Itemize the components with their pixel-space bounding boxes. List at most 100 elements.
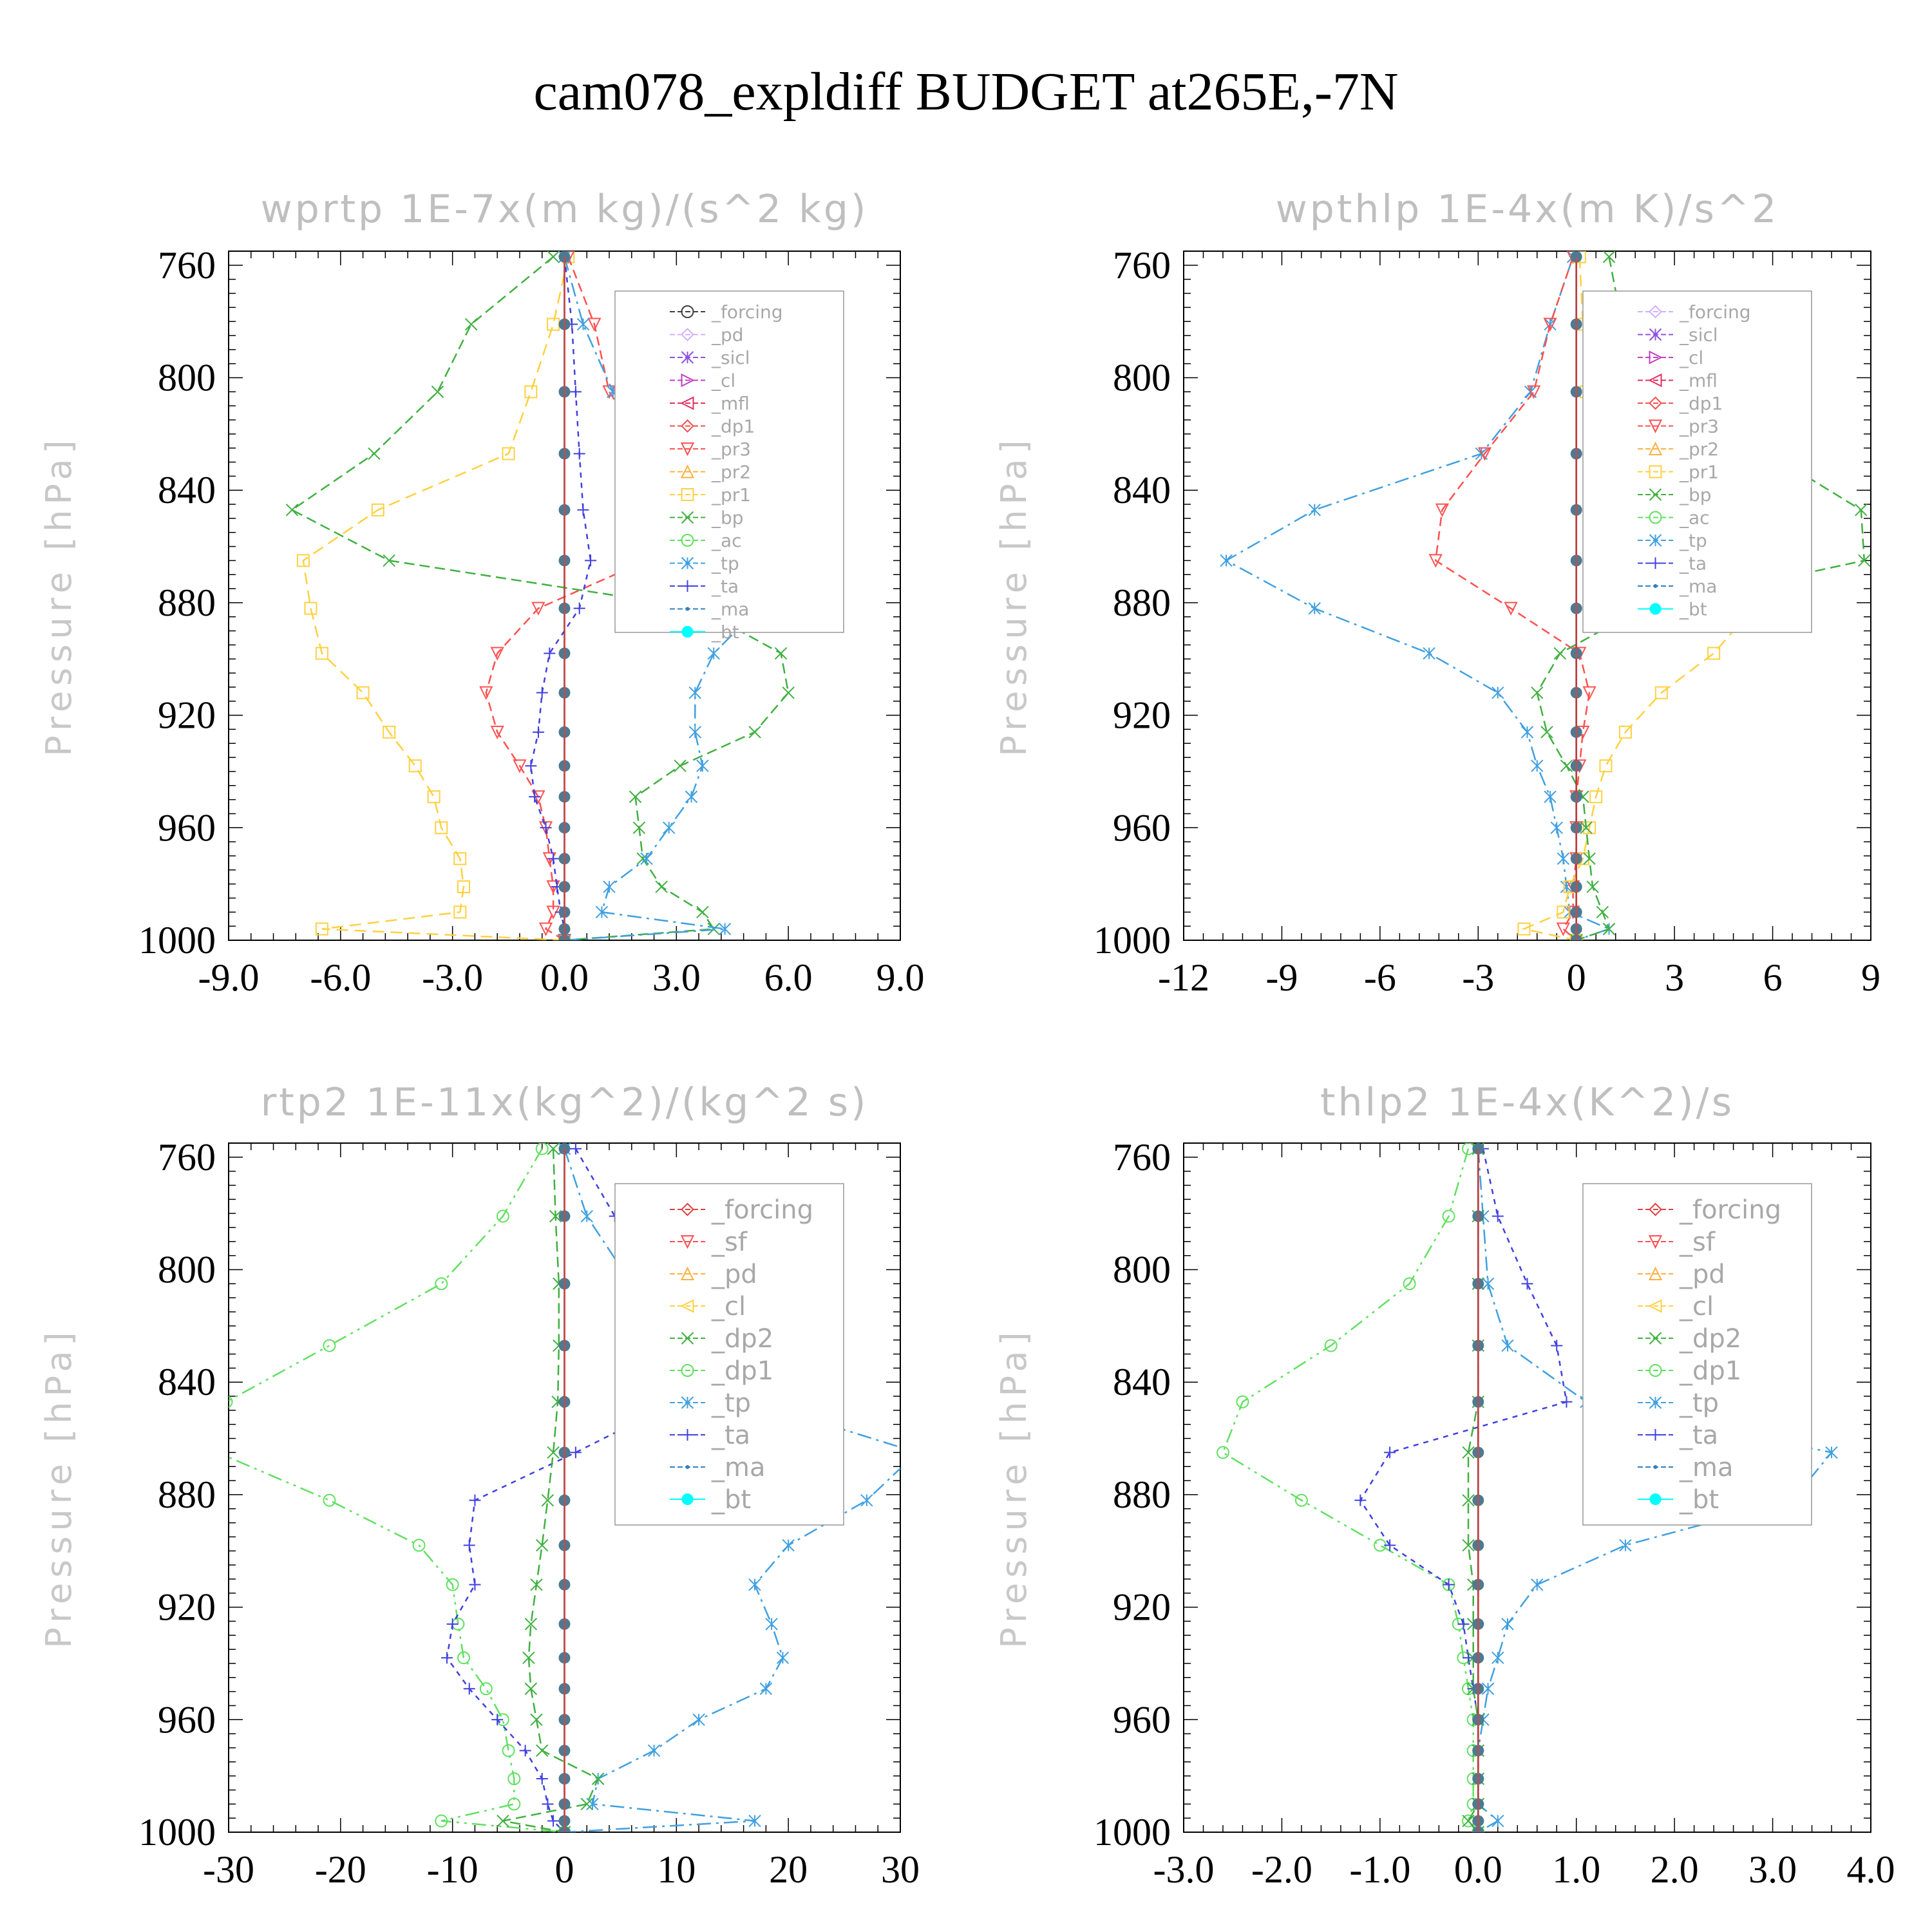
data-point <box>586 1797 599 1811</box>
data-point <box>774 647 788 660</box>
legend-marker <box>681 328 694 341</box>
data-point <box>502 1744 515 1757</box>
figure-title: cam078_expldiff BUDGET at265E,-7N <box>534 62 1399 122</box>
data-point <box>1435 503 1450 518</box>
data-point <box>229 1396 233 1408</box>
legend-item: _ma <box>1638 1453 1733 1482</box>
legend-item: _sicl <box>670 347 750 368</box>
legend-label: _forcing <box>1679 301 1751 323</box>
data-point <box>655 880 668 893</box>
data-point <box>296 554 310 567</box>
data-point <box>1599 759 1613 773</box>
legend-label: _pd <box>711 325 744 346</box>
x-tick-label: -3.0 <box>422 956 483 999</box>
x-tick-label: -12 <box>1158 956 1209 999</box>
data-point <box>776 1651 790 1664</box>
chart-panel-4: thlp2 1E-4x(K^2)/s Pressure [hPa] 760 800 84… <box>994 1080 1895 1891</box>
data-point <box>464 317 478 331</box>
legend-label: _sf <box>1679 1227 1716 1257</box>
legend-item: _ma <box>1638 576 1717 597</box>
legend-box <box>614 1183 844 1526</box>
data-point <box>212 1446 223 1458</box>
legend-marker <box>680 1266 695 1280</box>
data-point <box>538 922 553 936</box>
legend-item: _tp <box>670 553 739 574</box>
x-tick-label: 3.0 <box>652 956 701 999</box>
data-point <box>1560 759 1573 772</box>
legend-marker <box>680 396 694 410</box>
legend-marker <box>1648 373 1662 388</box>
legend-label: _ma <box>711 599 749 620</box>
data-point <box>549 1209 562 1223</box>
y-tick-label: 800 <box>158 357 216 399</box>
data-point <box>860 1493 873 1507</box>
panel-title: wprtp 1E-7x(m kg)/(s^2 kg) <box>261 187 869 232</box>
legend-item: _forcing <box>670 1195 813 1225</box>
data-point <box>383 554 395 567</box>
legend-item: _dp1 <box>670 1356 773 1386</box>
data-point <box>1384 1446 1396 1459</box>
legend-marker <box>1649 305 1662 319</box>
legend-item: _ac <box>670 530 742 551</box>
legend-item: _ta <box>1638 553 1707 574</box>
data-point <box>1602 922 1616 936</box>
data-point <box>542 1798 554 1810</box>
data-point <box>1294 1493 1308 1507</box>
legend-marker <box>1649 557 1662 569</box>
x-tick-label: -10 <box>427 1848 478 1891</box>
data-point <box>1582 686 1596 700</box>
legend-label: _ma <box>1679 576 1717 597</box>
legend-label: _pd <box>711 1260 757 1289</box>
data-point <box>1654 686 1668 699</box>
x-tick-label: 6 <box>1763 956 1783 999</box>
data-point <box>580 1209 593 1223</box>
x-tick-label: -2.0 <box>1251 1848 1312 1891</box>
data-point <box>1457 1618 1470 1630</box>
data-point <box>412 1539 426 1552</box>
data-point <box>531 601 545 616</box>
y-tick-label: 760 <box>158 1136 216 1179</box>
legend-label: _pr3 <box>711 439 751 460</box>
data-point <box>1580 821 1593 835</box>
data-point <box>585 554 597 567</box>
data-point <box>647 1744 661 1757</box>
legend-item: _bt <box>1638 1485 1719 1515</box>
legend-marker <box>685 607 690 611</box>
legend-marker <box>681 626 694 638</box>
legend-marker <box>1649 534 1662 547</box>
data-point <box>1560 880 1573 893</box>
y-tick-label: 960 <box>158 806 216 849</box>
legend-item: _dp2 <box>670 1324 773 1354</box>
data-point <box>491 1714 504 1726</box>
legend-label: _ta <box>1679 553 1707 574</box>
data-point <box>632 821 646 835</box>
series-line_tp <box>564 256 793 940</box>
legend: _forcing_sicl_cl_mfl_dp1_pr3_pr2_pr1_bp_… <box>1582 290 1812 633</box>
legend-marker <box>1653 1465 1658 1469</box>
data-point <box>1553 647 1567 660</box>
data-point <box>1531 759 1544 772</box>
data-point <box>536 687 548 699</box>
data-point <box>547 1446 560 1459</box>
data-point <box>383 725 396 739</box>
plot-frame <box>1183 1142 1871 1833</box>
data-point <box>1557 905 1570 919</box>
data-point <box>1544 790 1557 803</box>
legend-label: _mfl <box>1679 370 1718 392</box>
legend: _forcing_sf _pd _cl _dp2_dp1_tp _ta _ma _bt <box>1582 1183 1812 1526</box>
data-point <box>782 1539 795 1552</box>
legend-marker <box>681 419 694 433</box>
data-point <box>513 759 527 773</box>
legend-item: _ma <box>670 599 749 620</box>
data-point <box>540 822 552 834</box>
legend-marker <box>1649 1493 1662 1505</box>
legend-label: _bp <box>711 507 744 529</box>
legend-label: _ta <box>711 576 739 597</box>
data-point <box>1858 554 1871 567</box>
data-point <box>1855 504 1868 516</box>
data-point <box>469 1494 481 1506</box>
data-point <box>685 790 698 803</box>
y-tick-label: 760 <box>1113 1136 1171 1179</box>
data-point <box>1602 251 1616 263</box>
legend-item: _cl <box>670 370 735 392</box>
